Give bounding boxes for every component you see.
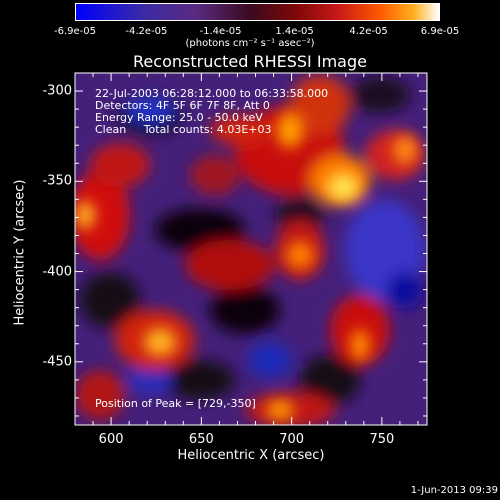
y-tick-label: -350 (42, 173, 72, 189)
x-tick-label: 750 (369, 432, 395, 447)
colorbar (75, 3, 440, 21)
peak-position-text: Position of Peak = [729,-350] (95, 397, 256, 410)
timestamp: 1-Jun-2013 09:39 (410, 485, 498, 496)
chart-title: Reconstructed RHESSI Image (133, 52, 367, 71)
y-tick-label: -400 (42, 264, 72, 280)
x-tick-label: 700 (279, 432, 305, 447)
colorbar-tick-label: 4.2e-05 (349, 26, 388, 37)
detectors-text: Detectors: 4F 5F 6F 7F 8F, Att 0 (95, 99, 270, 112)
y-tick-label: -300 (42, 83, 72, 99)
time-range-text: 22-Jul-2003 06:28:12.000 to 06:33:58.000 (95, 87, 329, 100)
colorbar-tick-label: -4.2e-05 (125, 26, 168, 37)
x-axis-title: Heliocentric X (arcsec) (177, 448, 325, 463)
y-axis-title: Heliocentric Y (arcsec) (12, 179, 28, 326)
colorbar-tick-label: 1.4e-05 (275, 26, 314, 37)
x-tick-label: 600 (98, 432, 124, 447)
colorbar-tick-label: 6.9e-05 (420, 26, 460, 37)
colorbar-tick-label: -1.4e-05 (199, 26, 242, 37)
x-tick-label: 650 (188, 432, 214, 447)
colorbar-tick-label: -6.9e-05 (54, 26, 96, 37)
clean-counts-text: Clean Total counts: 4.03E+03 (95, 123, 272, 136)
heatmap-image (75, 73, 427, 425)
energy-range-text: Energy Range: 25.0 - 50.0 keV (95, 111, 263, 124)
y-tick-label: -450 (42, 354, 72, 370)
colorbar-unit: (photons cm⁻² s⁻¹ asec⁻²) (185, 38, 315, 49)
plot-frame (74, 72, 428, 426)
axis-ticks (74, 72, 427, 425)
